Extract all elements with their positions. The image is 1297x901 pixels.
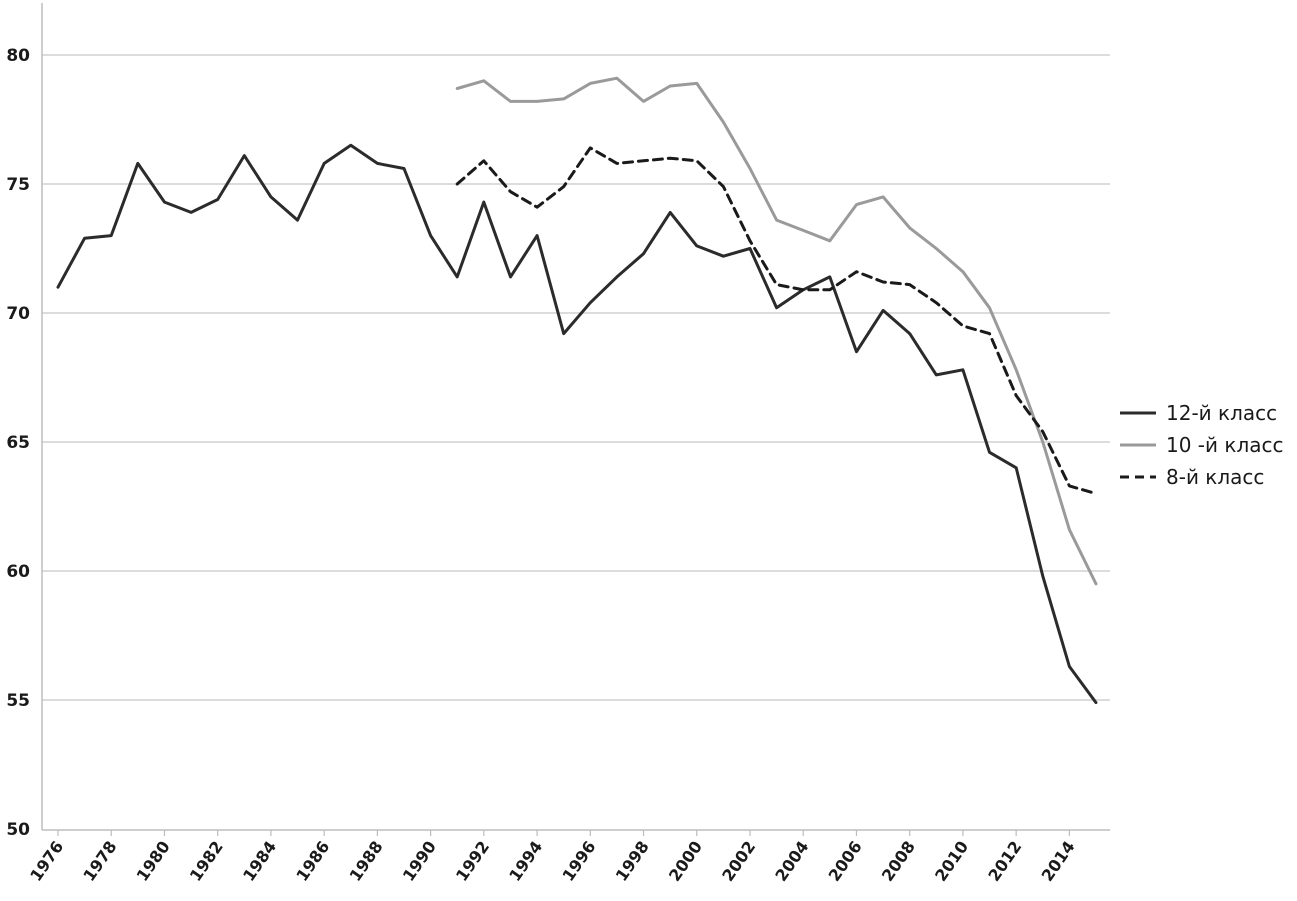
- legend-label-3: 8-й класс: [1166, 465, 1264, 489]
- x-tick-label: 1998: [612, 837, 653, 884]
- series-lines: [56, 76, 1098, 705]
- x-tick-label: 1990: [399, 837, 440, 884]
- y-tick-labels: 50 55 60 65 70 75 80: [6, 46, 30, 840]
- legend-label-1: 12-й класс: [1166, 401, 1277, 425]
- x-tick-label: 1994: [505, 837, 546, 884]
- x-tick-label: 1984: [239, 837, 280, 884]
- y-tick-label: 65: [6, 433, 30, 453]
- x-tick-label: 2012: [984, 837, 1025, 884]
- series-line-1: [56, 143, 1098, 705]
- x-tick-label: 1978: [79, 837, 120, 884]
- x-tick-label: 1982: [186, 837, 227, 884]
- x-tick-labels: 1976 1978 1980 1982 1984 1986 1988 1990 1992 1994…: [26, 830, 1079, 885]
- x-tick-label: 2014: [1038, 837, 1079, 884]
- legend-label-2: 10 -й класс: [1166, 433, 1284, 457]
- x-tick-label: 1996: [558, 837, 599, 884]
- x-tick-label: 2000: [665, 837, 706, 884]
- y-tick-label: 55: [6, 691, 30, 711]
- x-tick-label: 2010: [931, 837, 972, 884]
- y-tick-label: 60: [6, 562, 30, 582]
- series-line-3: [455, 146, 1098, 496]
- x-tick-label: 1992: [452, 837, 493, 884]
- x-tick-label: 2004: [771, 837, 812, 884]
- x-tick-label: 2002: [718, 837, 759, 884]
- x-tick-label: 1988: [346, 837, 387, 884]
- series-line-2: [455, 76, 1098, 586]
- x-tick-label: 2008: [878, 837, 919, 884]
- y-tick-label: 75: [6, 175, 30, 195]
- y-tick-label: 70: [6, 304, 30, 324]
- x-tick-label: 1976: [26, 837, 67, 884]
- y-tick-label: 80: [6, 46, 30, 66]
- axes: [41, 3, 1110, 831]
- gridlines: [42, 54, 1110, 701]
- legend: 12-й класс 10 -й класс 8-й класс: [1120, 401, 1284, 489]
- x-tick-label: 1980: [133, 837, 174, 884]
- x-tick-label: 1986: [292, 837, 333, 884]
- y-tick-label: 50: [6, 820, 30, 840]
- x-tick-label: 2006: [825, 837, 866, 884]
